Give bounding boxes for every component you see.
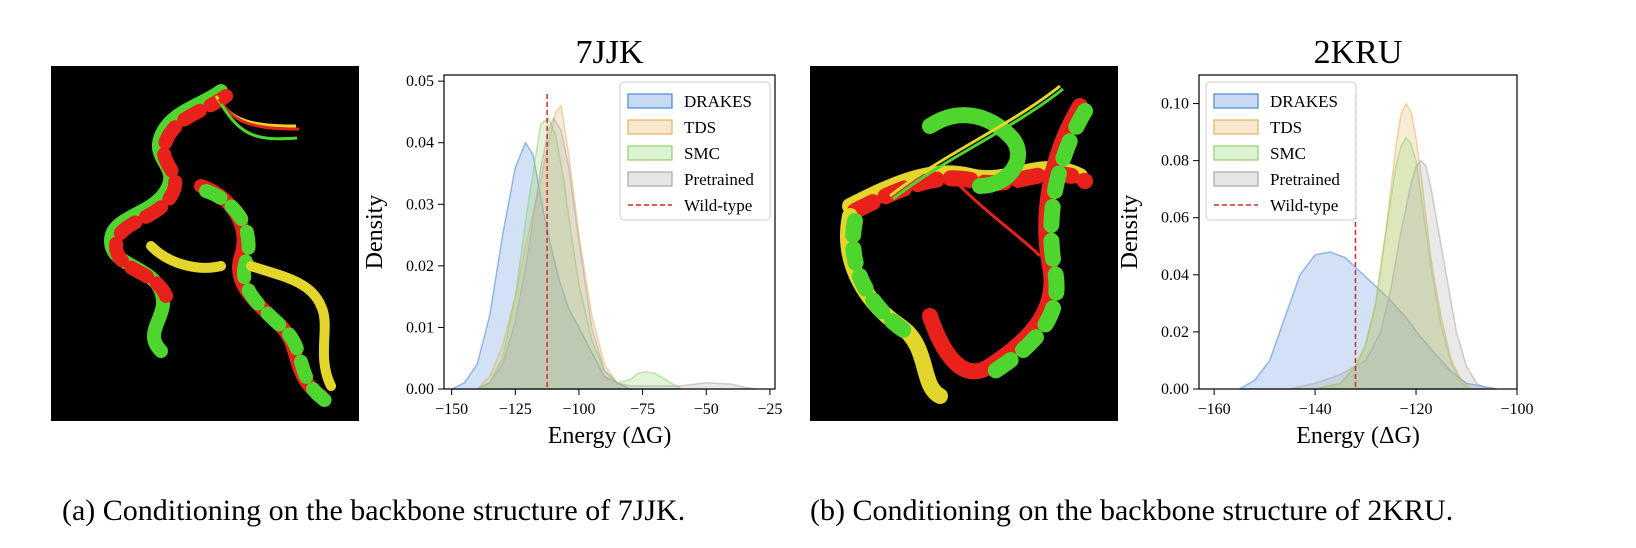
legend-swatch-tds bbox=[627, 119, 673, 135]
legend: DRAKES TDS SMC Pretrained Wild-type bbox=[619, 81, 771, 221]
legend-label-tds: TDS bbox=[1270, 118, 1302, 137]
legend-label-tds: TDS bbox=[684, 118, 716, 137]
caption-a: (a) Conditioning on the backbone structu… bbox=[62, 494, 686, 527]
y-tick-label: 0.10 bbox=[1161, 96, 1189, 113]
protein-ribbon-icon bbox=[840, 84, 1093, 404]
series-area-smc bbox=[476, 116, 684, 390]
x-axis-label: Energy (ΔG) bbox=[1296, 423, 1420, 449]
y-tick-label: 0.05 bbox=[406, 73, 434, 90]
x-tick-label: −160 bbox=[1198, 401, 1231, 418]
caption-b: (b) Conditioning on the backbone structu… bbox=[810, 494, 1454, 527]
axes-frame bbox=[443, 74, 776, 390]
y-tick-label: 0.03 bbox=[406, 196, 434, 213]
legend-swatch-pretrained bbox=[1213, 171, 1259, 187]
y-tick-label: 0.00 bbox=[406, 381, 434, 398]
legend-label-pretrained: Pretrained bbox=[684, 170, 754, 189]
legend-label-pretrained: Pretrained bbox=[1270, 170, 1340, 189]
legend-label-wild-type: Wild-type bbox=[1270, 196, 1338, 215]
x-tick-label: −120 bbox=[1400, 401, 1433, 418]
series-area-pretrained bbox=[1289, 159, 1488, 390]
x-tick-label: −100 bbox=[1500, 401, 1533, 418]
x-tick-label: −140 bbox=[1299, 401, 1332, 418]
series-area-smc bbox=[1314, 136, 1475, 390]
protein-ribbon-icon bbox=[103, 84, 336, 408]
legend-swatch-drakes bbox=[1213, 93, 1259, 109]
y-tick-label: 0.06 bbox=[1161, 210, 1189, 227]
legend-swatch-tds bbox=[1213, 119, 1259, 135]
y-tick-label: 0.02 bbox=[1161, 324, 1189, 341]
axes-frame bbox=[1198, 74, 1518, 390]
x-tick-label: −25 bbox=[757, 401, 782, 418]
series-area-drakes bbox=[1239, 251, 1497, 390]
y-tick-label: 0.01 bbox=[406, 319, 434, 336]
x-tick-label: −125 bbox=[499, 401, 532, 418]
y-tick-label: 0.04 bbox=[1161, 267, 1189, 284]
legend-swatch-smc bbox=[1213, 145, 1259, 161]
x-tick-label: −100 bbox=[562, 401, 595, 418]
density-chart-2kru: −160 −140 −120 −100 0.00 0.02 0.04 0.06 0.08 0.10… bbox=[1117, 34, 1534, 449]
legend-label-drakes: DRAKES bbox=[1270, 92, 1338, 111]
y-tick-label: 0.04 bbox=[406, 135, 434, 152]
y-axis-label: Density bbox=[1117, 195, 1143, 270]
x-axis-label: Energy (ΔG) bbox=[548, 423, 672, 449]
legend-label-smc: SMC bbox=[684, 144, 720, 163]
legend-label-drakes: DRAKES bbox=[684, 92, 752, 111]
chart-title: 2KRU bbox=[1314, 34, 1403, 71]
chart-title: 7JJK bbox=[575, 34, 643, 71]
x-tick-label: −50 bbox=[694, 401, 719, 418]
legend-swatch-smc bbox=[627, 145, 673, 161]
y-tick-label: 0.08 bbox=[1161, 153, 1189, 170]
legend: DRAKES TDS SMC Pretrained Wild-type bbox=[1205, 81, 1357, 221]
y-tick-label: 0.00 bbox=[1161, 381, 1189, 398]
legend-swatch-drakes bbox=[627, 93, 673, 109]
protein-image-7jjk bbox=[51, 66, 359, 421]
y-tick-label: 0.02 bbox=[406, 258, 434, 275]
x-tick-label: −75 bbox=[630, 401, 655, 418]
legend-swatch-pretrained bbox=[627, 171, 673, 187]
y-axis-label: Density bbox=[362, 195, 388, 270]
protein-image-2kru bbox=[810, 66, 1118, 421]
density-chart-7jjk: −150 −125 −100 −75 −50 −25 0.00 0.01 0.02 0.03 0.0… bbox=[362, 34, 782, 449]
legend-label-wild-type: Wild-type bbox=[684, 196, 752, 215]
legend-label-smc: SMC bbox=[1270, 144, 1306, 163]
x-tick-label: −150 bbox=[435, 401, 468, 418]
